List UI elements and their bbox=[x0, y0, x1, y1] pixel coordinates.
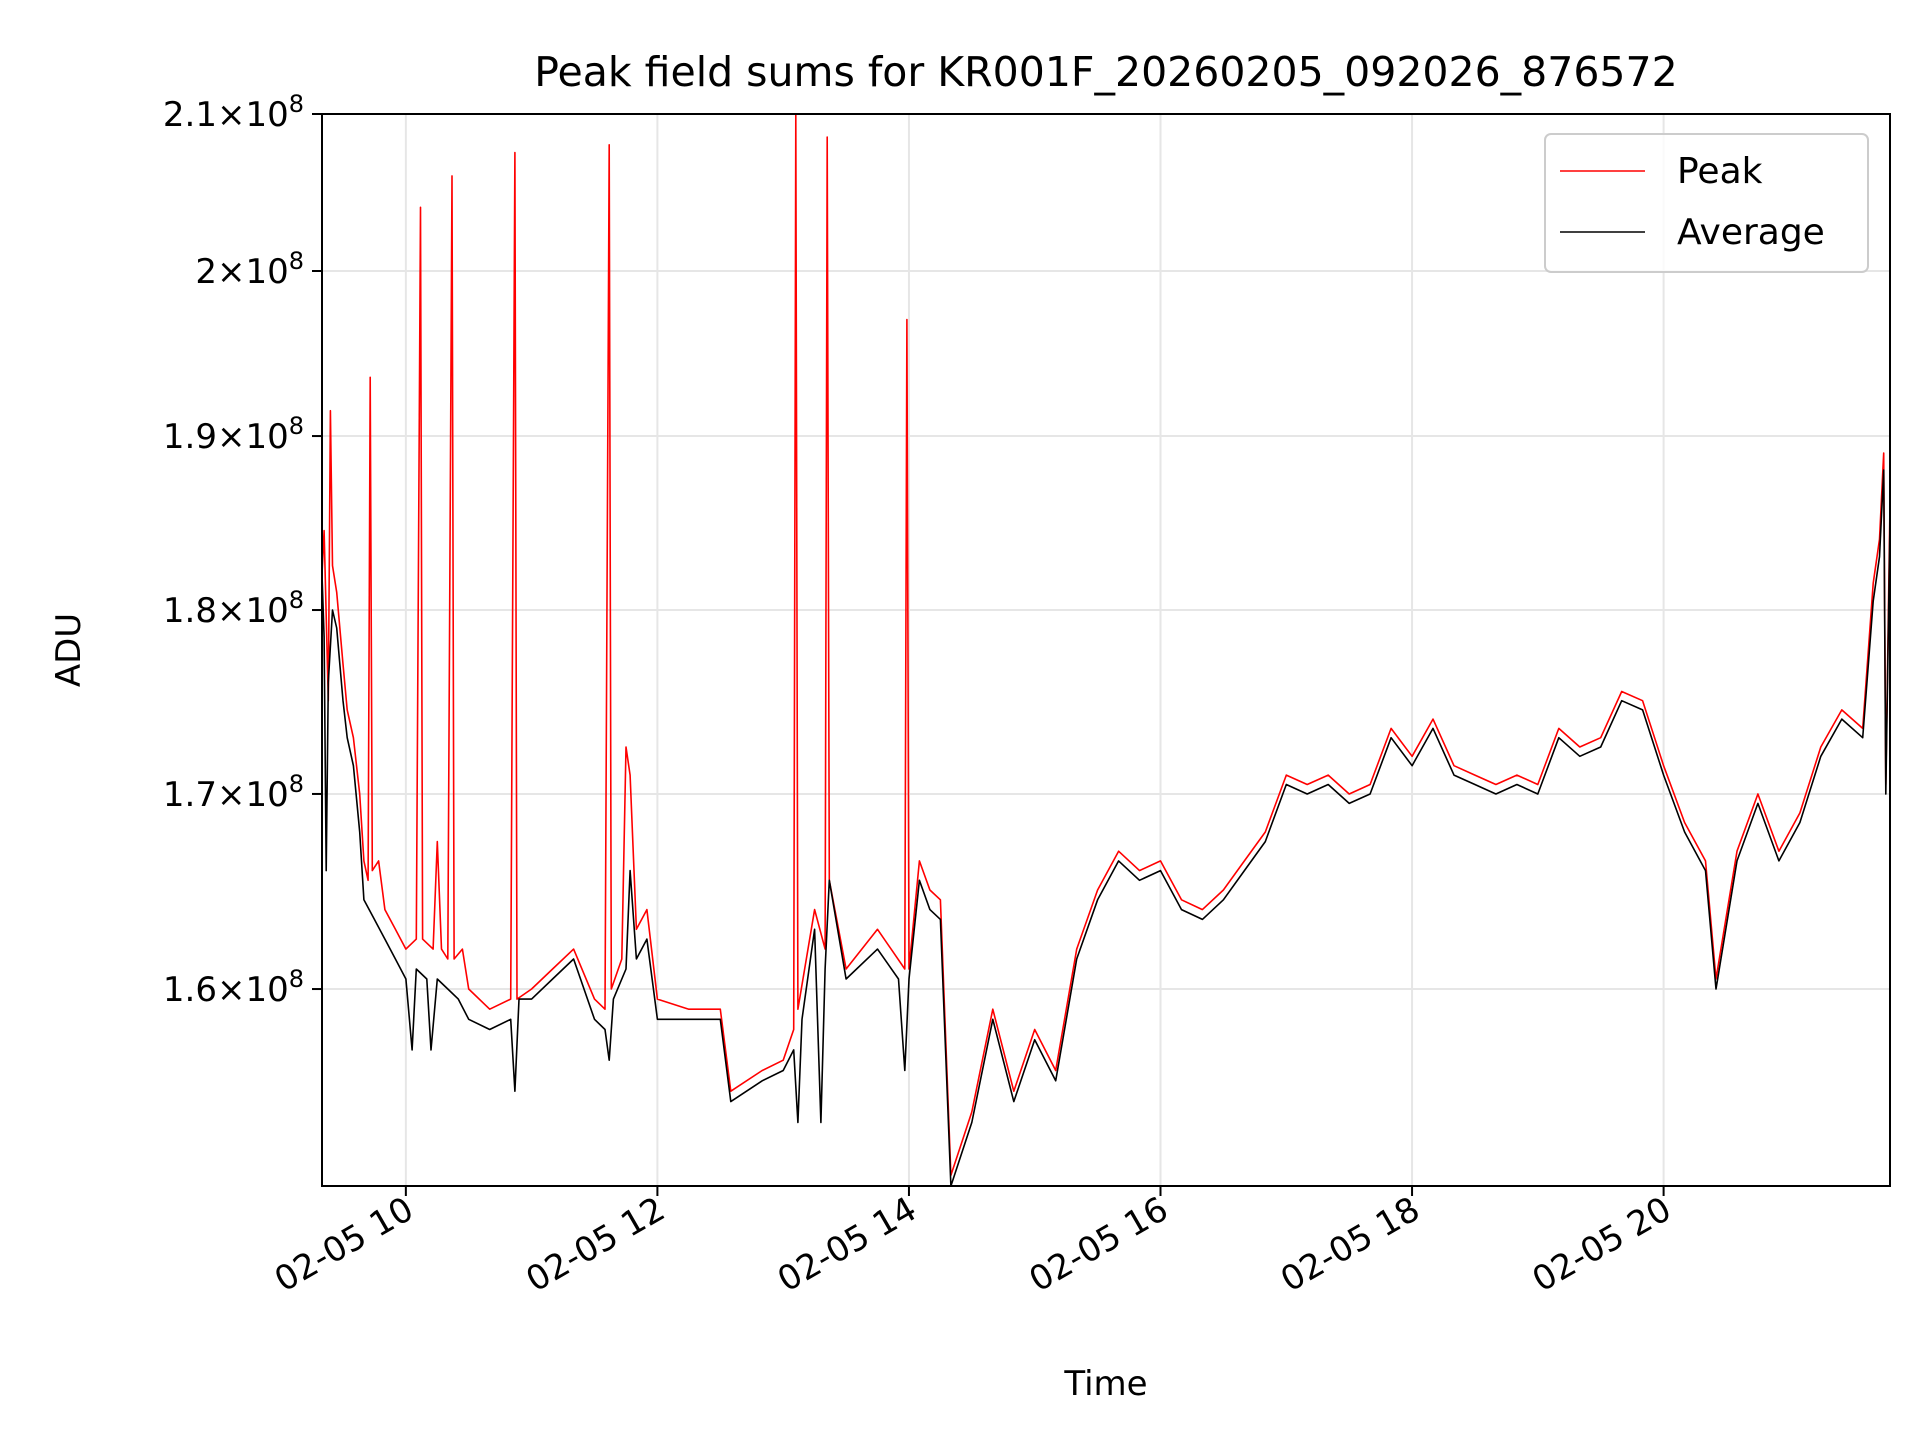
chart-title: Peak field sums for KR001F_20260205_0920… bbox=[534, 48, 1677, 96]
legend-label-peak: Peak bbox=[1677, 151, 1763, 192]
y-tick-label: 1.6×108 bbox=[163, 965, 304, 1010]
y-tick-label: 2×108 bbox=[195, 247, 304, 292]
y-tick-label: 1.9×108 bbox=[163, 412, 304, 457]
legend-box bbox=[1544, 133, 1869, 273]
series-layer bbox=[322, 114, 1890, 1186]
x-axis-label: Time bbox=[1063, 1364, 1147, 1404]
series-line-peak bbox=[322, 114, 1890, 1177]
legend: Peak Average bbox=[1544, 133, 1869, 273]
y-tick-label: 2.1×108 bbox=[163, 90, 304, 135]
series-line-average bbox=[322, 469, 1890, 1186]
y-axis: 1.6×108 1.7×108 1.8×108 1.9×108 2×108 2.1×108 bbox=[163, 90, 322, 1010]
y-axis-label: ADU bbox=[49, 613, 89, 687]
y-tick-label: 1.8×108 bbox=[163, 586, 304, 631]
legend-label-average: Average bbox=[1677, 212, 1825, 253]
y-tick-label: 1.7×108 bbox=[163, 770, 304, 815]
plot-frame bbox=[321, 113, 1891, 1187]
